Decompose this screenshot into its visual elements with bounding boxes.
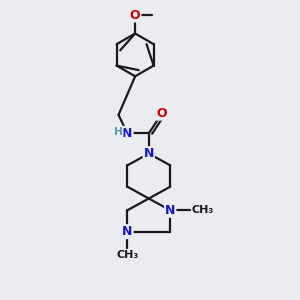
Text: O: O [130, 9, 140, 22]
Text: N: N [144, 147, 154, 160]
Text: CH₃: CH₃ [116, 250, 139, 260]
Text: CH₃: CH₃ [191, 205, 213, 215]
Text: H: H [114, 127, 123, 137]
Text: N: N [122, 127, 133, 140]
Text: O: O [156, 106, 167, 120]
Text: N: N [165, 204, 175, 217]
Text: N: N [122, 225, 133, 238]
